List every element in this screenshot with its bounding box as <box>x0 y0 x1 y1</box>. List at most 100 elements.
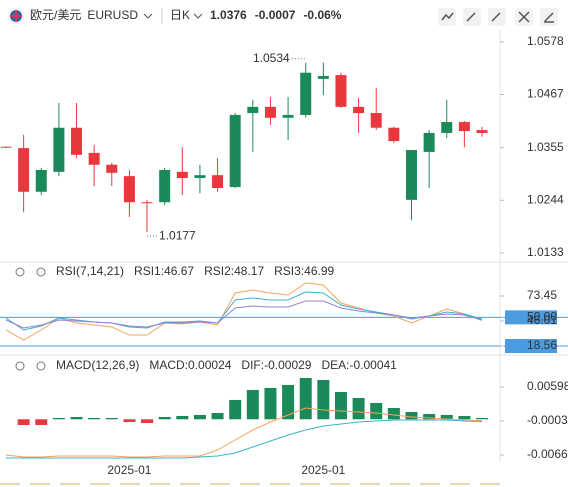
y-tick-label: 50.00 <box>527 310 557 324</box>
candle-body <box>335 75 347 107</box>
y-tick-label: 0.00598 <box>527 379 568 393</box>
candle-body <box>194 175 206 179</box>
eye-icon <box>15 361 25 371</box>
candle-body <box>388 127 400 142</box>
indicator-title: RSI(7,14,21) <box>56 264 124 278</box>
candle-body <box>300 72 312 115</box>
histogram-bar <box>458 415 471 420</box>
histogram-bar <box>352 397 365 420</box>
histogram-bar <box>476 417 489 420</box>
histogram-bar <box>105 417 118 420</box>
candle-body <box>18 148 30 192</box>
y-tick-label: 1.0578 <box>527 34 564 48</box>
y-tick-label: -0.00032 <box>527 413 568 427</box>
histogram-bar <box>123 419 136 422</box>
histogram-bar <box>317 379 330 420</box>
quote: -0.0007 <box>255 8 296 22</box>
toolbar[interactable] <box>438 8 558 26</box>
indicator-title: MACD(12,26,9) <box>56 358 139 372</box>
histogram-bar <box>370 402 383 420</box>
histogram-bar <box>35 419 48 426</box>
candle-body <box>123 176 135 203</box>
candle-body <box>159 169 171 203</box>
dropdown-icon[interactable] <box>193 13 203 19</box>
y-tick-label: 1.0244 <box>527 192 564 206</box>
candle-body <box>264 106 276 118</box>
candle-body <box>405 150 417 200</box>
candle-body <box>106 164 118 173</box>
candle-body <box>476 130 488 133</box>
dropdown-icon[interactable] <box>143 13 153 19</box>
period[interactable]: 日K <box>170 8 190 22</box>
y-tick-label: 46.01 <box>527 313 557 327</box>
histogram-bar <box>141 419 154 424</box>
y-tick-label: 1.0467 <box>527 87 564 101</box>
min-label: 1.0177 <box>159 228 196 242</box>
y-tick-box <box>505 310 557 325</box>
settings-icon <box>36 267 46 277</box>
tool-icons <box>441 11 554 23</box>
histogram-bar <box>423 413 436 420</box>
candle-body <box>212 175 224 188</box>
y-tick-label: 1.0133 <box>527 245 564 259</box>
quote: 1.0376 <box>210 8 247 22</box>
histogram-bar <box>88 417 101 420</box>
indicator-line <box>5 300 483 329</box>
histogram-bar <box>282 384 295 420</box>
histogram-bar <box>211 412 224 420</box>
histogram-bar <box>246 389 259 420</box>
histogram-bar <box>176 415 189 420</box>
histogram-bar <box>387 407 400 420</box>
y-tick-label: 18.56 <box>527 338 557 352</box>
candle-body <box>141 202 153 204</box>
y-tick-label: 1.0355 <box>527 140 564 154</box>
candle-body <box>247 106 259 114</box>
symbol: EURUSD <box>87 8 138 22</box>
candle-body <box>35 169 47 192</box>
candle-body <box>370 113 382 128</box>
legend-entry: DIF:-0.00029 <box>241 358 311 372</box>
legend-entry: RSI1:46.67 <box>134 264 194 278</box>
candle-body <box>441 122 453 133</box>
candle-body <box>317 76 329 79</box>
x-tick-label: 2025-01 <box>301 463 345 477</box>
legend-entry: RSI2:48.17 <box>204 264 264 278</box>
histogram-bar <box>229 399 242 420</box>
candle-body <box>71 127 83 155</box>
histogram-bar <box>405 411 418 420</box>
indicator-line <box>5 407 483 458</box>
y-tick-box <box>505 339 557 354</box>
settings-icon <box>36 361 46 371</box>
histogram-bar <box>264 387 277 420</box>
candle-body <box>88 152 100 165</box>
panel-icons <box>15 267 46 371</box>
flag-stripes <box>10 10 22 22</box>
histogram-bar <box>193 414 206 420</box>
histogram-bar <box>70 416 83 420</box>
candle-body <box>229 114 241 188</box>
histogram-bar <box>158 416 171 420</box>
pair-name: 欧元/美元 <box>30 8 81 22</box>
legend-entry: RSI3:46.99 <box>274 264 334 278</box>
indicator-line <box>5 282 483 341</box>
indicator-line <box>6 419 483 459</box>
histogram-bar <box>52 417 65 420</box>
eye-icon <box>15 267 25 277</box>
x-tick-label: 2025-01 <box>107 463 151 477</box>
histogram-bar <box>440 414 453 420</box>
histogram-bar <box>334 391 347 420</box>
candle-body <box>282 114 294 118</box>
y-tick-label: 73.45 <box>527 288 557 302</box>
quote: -0.06% <box>303 8 341 22</box>
legend-entry: DEA:-0.00041 <box>321 358 397 372</box>
candle-body <box>53 127 65 172</box>
histogram-bar <box>17 419 30 426</box>
legend-entry: MACD:0.00024 <box>149 358 231 372</box>
candle-body <box>353 106 365 114</box>
histogram-bar <box>299 377 312 420</box>
max-label: 1.0534 <box>253 51 290 65</box>
candle-body <box>458 122 470 132</box>
